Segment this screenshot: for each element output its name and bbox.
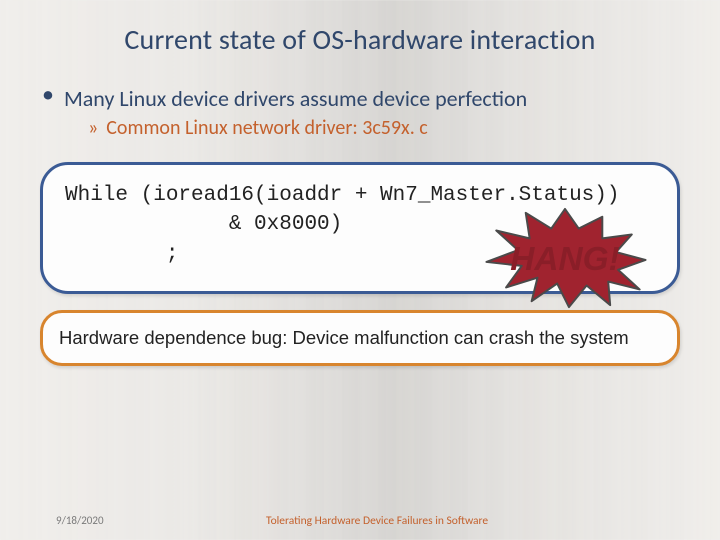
bullet2-text: Common Linux network driver: 3c59x. c (106, 116, 428, 140)
bullet1-text: Many Linux device drivers assume device … (64, 85, 527, 112)
bullet-dot-icon: • (42, 83, 54, 112)
footer-caption: Tolerating Hardware Device Failures in S… (266, 514, 488, 528)
hang-label: HANG! (510, 241, 619, 278)
bullet-level1: • Many Linux device drivers assume devic… (42, 85, 682, 112)
slide-footer: 9/18/2020 Tolerating Hardware Device Fai… (0, 514, 720, 528)
bug-text: Hardware dependence bug: Device malfunct… (59, 327, 661, 349)
slide-title: Current state of OS-hardware interaction (38, 22, 682, 57)
bullet2-marker-icon: » (88, 116, 98, 140)
code-callout: While (ioread16(ioaddr + Wn7_Master.Stat… (40, 162, 680, 294)
hang-starburst: HANG! (475, 203, 655, 313)
bullet-level2: » Common Linux network driver: 3c59x. c (42, 116, 682, 140)
bullet-list: • Many Linux device drivers assume devic… (38, 85, 682, 140)
starburst-icon: HANG! (475, 203, 655, 313)
bug-callout: Hardware dependence bug: Device malfunct… (40, 310, 680, 366)
footer-date: 9/18/2020 (56, 514, 206, 527)
slide: Current state of OS-hardware interaction… (0, 0, 720, 540)
